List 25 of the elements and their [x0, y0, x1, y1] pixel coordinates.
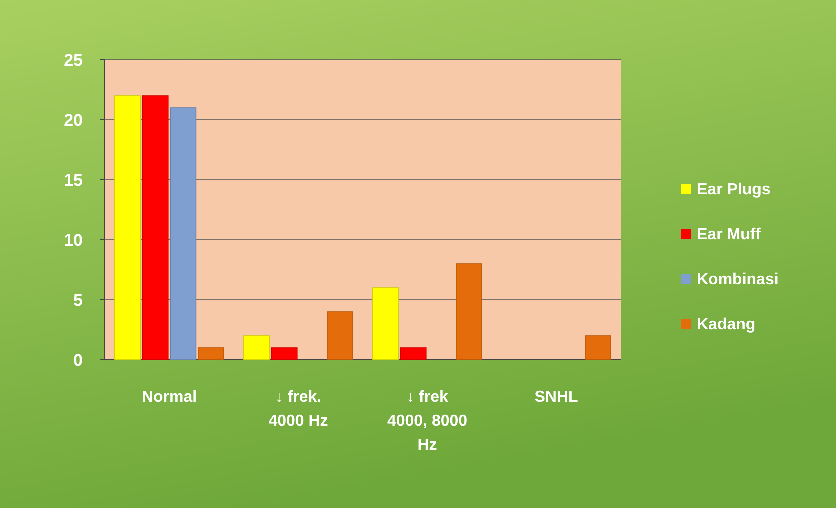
y-tick-label: 5 [74, 290, 83, 310]
y-tick-label: 0 [74, 350, 83, 370]
x-tick-label: Normal [142, 389, 198, 406]
bar [327, 312, 354, 360]
bar [244, 336, 270, 360]
bar [456, 264, 482, 360]
x-tick-label: SNHL [534, 389, 578, 406]
y-tick-label: 20 [64, 110, 83, 130]
legend-label: Kadang [697, 316, 756, 334]
legend-label: Kombinasi [697, 272, 779, 289]
y-tick-label: 15 [64, 170, 83, 190]
bar [114, 96, 141, 360]
bar [198, 348, 224, 360]
bar [170, 108, 197, 360]
y-tick-label: 25 [64, 50, 83, 70]
y-tick-label: 10 [64, 230, 83, 250]
bar [585, 336, 612, 360]
legend-label: Ear Muff [697, 226, 762, 244]
x-tick-label: ↓ frek 4000, 8000 Hz [387, 389, 468, 454]
bar [142, 96, 169, 360]
legend-label: Ear Plugs [697, 182, 771, 199]
bar [400, 348, 427, 360]
bar [271, 348, 298, 360]
bar [372, 288, 399, 360]
x-tick-label: ↓ frek. 4000 Hz [268, 389, 328, 430]
